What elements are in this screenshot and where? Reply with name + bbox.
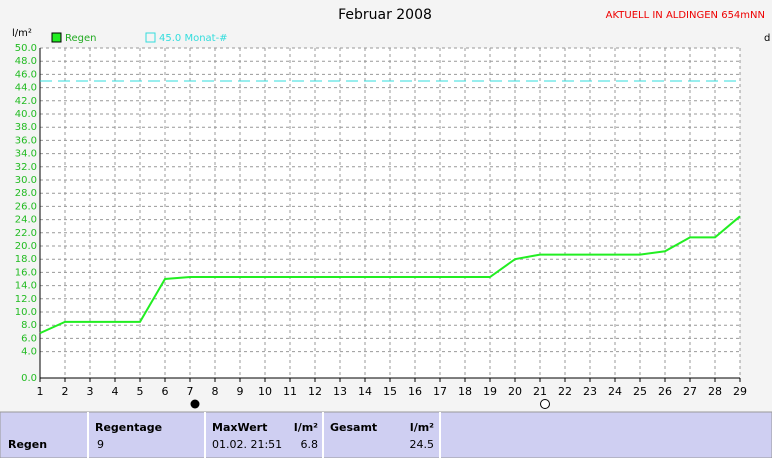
- x-tick-label: 10: [258, 385, 272, 398]
- y-tick-label: 0.0: [21, 373, 37, 384]
- y-tick-label: 44.0: [15, 83, 37, 94]
- moon-full: [190, 399, 200, 409]
- x-tick-label: 22: [558, 385, 572, 398]
- x-tick-label: 7: [187, 385, 194, 398]
- column-header: Regentage: [95, 421, 162, 434]
- moon-new: [540, 399, 550, 409]
- x-tick-label: 20: [508, 385, 522, 398]
- y-tick-label: 36.0: [15, 135, 37, 146]
- x-tick-label: 24: [608, 385, 622, 398]
- y-tick-label: 24.0: [15, 215, 37, 226]
- row-label: Regen: [8, 438, 47, 451]
- y-tick-label: 12.0: [15, 294, 37, 305]
- y-tick-label: 32.0: [15, 162, 37, 173]
- column-header: MaxWert: [212, 421, 267, 434]
- legend-label: 45.0 Monat-#: [159, 33, 228, 44]
- y-tick-label: 38.0: [15, 122, 37, 133]
- unit: l/m²: [410, 421, 434, 434]
- x-tick-label: 1: [37, 385, 44, 398]
- y-tick-label: 42.0: [15, 96, 37, 107]
- cell: 9: [97, 438, 104, 451]
- unit: l/m²: [294, 421, 318, 434]
- y-tick-label: 14.0: [15, 281, 37, 292]
- x-tick-label: 5: [137, 385, 144, 398]
- legend-swatch: [51, 32, 62, 43]
- y-tick-label: 22.0: [15, 228, 37, 239]
- x-tick-label: 28: [708, 385, 722, 398]
- x-tick-label: 15: [383, 385, 397, 398]
- summary-panel: [0, 411, 772, 458]
- x-tick-label: 19: [483, 385, 497, 398]
- y-tick-label: 8.0: [21, 320, 37, 331]
- y-tick-label: 16.0: [15, 267, 37, 278]
- x-tick-label: 8: [212, 385, 219, 398]
- x-tick-label: 12: [308, 385, 322, 398]
- x-tick-label: 13: [333, 385, 347, 398]
- y-tick-label: 28.0: [15, 188, 37, 199]
- y-tick-label: 10.0: [15, 307, 37, 318]
- legend-swatch: [145, 32, 156, 43]
- x-tick-label: 26: [658, 385, 672, 398]
- y-axis-label: l/m²: [12, 28, 32, 39]
- chart-title: Februar 2008: [338, 7, 432, 23]
- x-tick-label: 6: [162, 385, 169, 398]
- y-tick-label: 48.0: [15, 56, 37, 67]
- y-tick-label: 50.0: [15, 43, 37, 54]
- x-tick-label: 23: [583, 385, 597, 398]
- x-tick-label: 25: [633, 385, 647, 398]
- x-tick-label: 14: [358, 385, 372, 398]
- cell: 6.8: [301, 438, 319, 451]
- x-tick-label: 3: [87, 385, 94, 398]
- table-dividers: [87, 412, 441, 458]
- series-line: [39, 215, 741, 335]
- cell: 01.02. 21:51: [212, 438, 282, 451]
- x-tick-label: 4: [112, 385, 119, 398]
- y-tick-label: 26.0: [15, 201, 37, 212]
- subtitle: AKTUELL IN ALDINGEN 654mNN: [606, 10, 765, 21]
- x-tick-label: 27: [683, 385, 697, 398]
- x-tick-label: 2: [62, 385, 69, 398]
- x-tick-label: 29: [733, 385, 747, 398]
- y-tick-label: 46.0: [15, 69, 37, 80]
- x-tick-label: 17: [433, 385, 447, 398]
- column-header: Gesamt: [330, 421, 377, 434]
- y-tick-label: 18.0: [15, 254, 37, 265]
- cell: 24.5: [410, 438, 435, 451]
- y-tick-label: 4.0: [21, 347, 37, 358]
- y-tick-label: 20.0: [15, 241, 37, 252]
- y-tick-label: 6.0: [21, 333, 37, 344]
- y-tick-label: 40.0: [15, 109, 37, 120]
- y-tick-label: 34.0: [15, 149, 37, 160]
- y-tick-label: 30.0: [15, 175, 37, 186]
- x-tick-label: 11: [283, 385, 297, 398]
- x-tick-label: 21: [533, 385, 547, 398]
- right-label: d: [764, 33, 770, 44]
- x-tick-label: 16: [408, 385, 422, 398]
- x-tick-label: 18: [458, 385, 472, 398]
- legend-label: Regen: [65, 33, 97, 44]
- x-tick-label: 9: [237, 385, 244, 398]
